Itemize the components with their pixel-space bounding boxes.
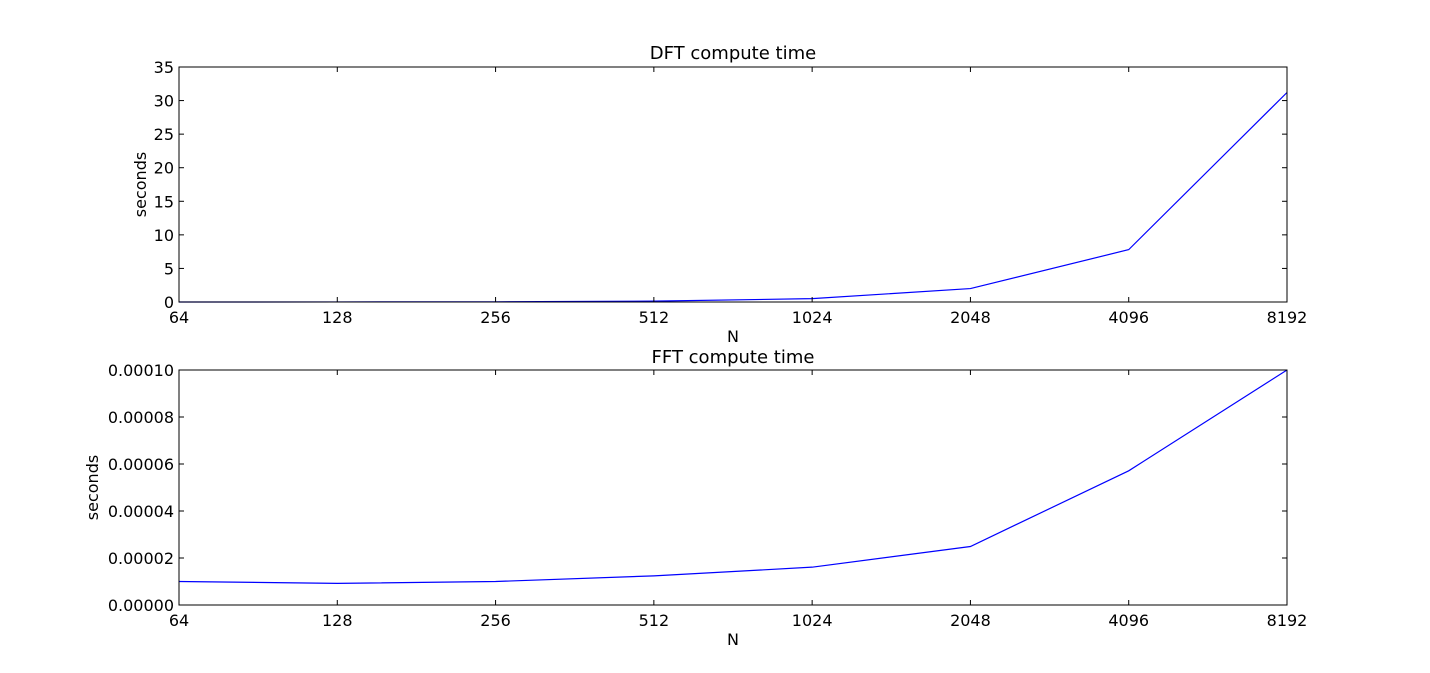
dft-x-tick-label: 2048 [950,308,991,327]
fft-x-tick-label: 64 [169,611,189,630]
dft-axes-frame [178,66,1288,303]
fft-x-tick-label: 4096 [1108,611,1149,630]
dft-chart: DFT compute time N seconds 64 128 256 512 10… [131,43,1307,346]
dft-x-tick-label: 8192 [1267,308,1308,327]
dft-x-tick-label: 1024 [792,308,833,327]
dft-chart-title: DFT compute time [650,43,816,64]
dft-y-tick-label: 15 [154,192,174,211]
dft-y-tick-label: 30 [154,92,174,111]
fft-x-tick-label: 512 [639,611,670,630]
dft-y-tick-label: 25 [154,125,174,144]
fft-x-tick-label: 8192 [1267,611,1308,630]
fft-x-tick-label: 128 [322,611,353,630]
fft-chart: FFT compute time N seconds 64 128 256 512 10… [83,347,1307,649]
fft-chart-title: FFT compute time [652,347,815,368]
fft-series-line [178,369,1288,584]
fft-x-tick-label: 1024 [792,611,833,630]
fft-y-tick-label: 0.00008 [108,408,174,427]
fft-y-axis-label: seconds [83,455,102,520]
fft-x-axis-label: N [727,630,739,649]
dft-x-tick-label: 4096 [1108,308,1149,327]
dft-x-tick-label: 256 [480,308,511,327]
dft-x-tick-label: 128 [322,308,353,327]
fft-y-tick-label: 0.00006 [108,455,174,474]
fft-x-tick-label: 256 [480,611,511,630]
fft-y-tick-label: 0.00000 [108,596,174,615]
dft-series-line [178,92,1288,303]
fft-y-tick-label: 0.00002 [108,549,174,568]
dft-x-tick-label: 512 [639,308,670,327]
dft-y-tick-label: 35 [154,58,174,77]
dft-y-tick-label: 0 [164,293,174,312]
dft-y-tick-label: 10 [154,226,174,245]
fft-y-tick-label: 0.00004 [108,502,174,521]
dft-y-tick-label: 20 [154,159,174,178]
dft-x-axis-label: N [727,327,739,346]
dft-x-tick-label: 64 [169,308,189,327]
fft-axes-frame [178,369,1288,606]
dft-y-tick-label: 5 [164,259,174,278]
fft-y-tick-label: 0.00010 [108,361,174,380]
fft-x-tick-label: 2048 [950,611,991,630]
dft-y-axis-label: seconds [131,152,150,217]
